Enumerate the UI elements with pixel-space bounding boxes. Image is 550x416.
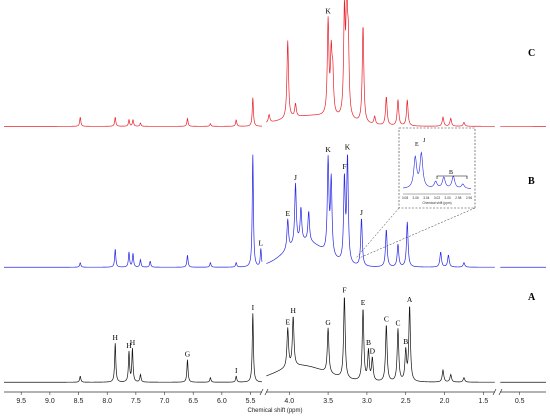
axis-break-mark [498, 388, 503, 396]
peak-label: K [325, 6, 331, 15]
peak-label: D [370, 347, 376, 356]
x-tick-label: 9.5 [16, 398, 26, 405]
x-tick-label: 1.5 [478, 398, 488, 405]
peak-labels: KFLEJKFKJHHHGIIEHGFEBDCCBA [113, 6, 413, 375]
inset-label-j: J [423, 138, 426, 144]
x-tick-label: 0.5 [515, 398, 525, 405]
x-tick-label: 7.0 [160, 398, 170, 405]
peak-label: J [360, 208, 363, 217]
peak-label: L [259, 238, 264, 247]
x-tick-label: 7.5 [131, 398, 141, 405]
peak-label: B [403, 337, 408, 346]
x-tick-label: 6.0 [217, 398, 227, 405]
peak-label: F [342, 286, 346, 295]
peak-label: J [294, 173, 297, 182]
axis-break-mark [264, 388, 269, 396]
peak-label: F [342, 162, 346, 171]
x-tick-label: 6.5 [188, 398, 198, 405]
peak-label: B [366, 338, 371, 347]
x-axis: 9.5 9.0 8.5 8.0 7.5 7.0 6.5 6.0 5.5 4.0 3.5 3.0 2.5 2… [4, 388, 546, 414]
inset-tick-label: 3.06 [413, 196, 419, 200]
x-tick-label: 8.0 [102, 398, 112, 405]
inset-tick-label: 3.00 [445, 196, 451, 200]
peak-label: E [361, 298, 366, 307]
spectrum-a [4, 297, 546, 383]
spectrum-b-trace [4, 154, 546, 268]
x-tick-label: 8.5 [74, 398, 84, 405]
peak-label: H [126, 341, 132, 350]
inset-label-e: E [415, 142, 419, 148]
peak-label: A [407, 295, 413, 304]
spectrum-b [4, 154, 546, 268]
inset-label-b: B [449, 170, 453, 176]
peak-label: I [235, 366, 238, 375]
peak-label: H [113, 333, 119, 342]
inset-tick-label: 3.08 [402, 196, 408, 200]
axis-break-mark [259, 388, 264, 396]
inset-connector [359, 207, 476, 259]
peak-label: C [395, 318, 400, 327]
x-tick-label: 5.5 [246, 398, 256, 405]
inset-tick-label: 3.04 [423, 196, 429, 200]
x-tick-label: 3.0 [362, 398, 372, 405]
peak-label: C [384, 314, 389, 323]
panel-label-b: B [528, 176, 535, 187]
spectrum-c-trace [4, 0, 546, 127]
peak-label: H [290, 306, 296, 315]
peak-label: E [285, 317, 290, 326]
peak-label: G [325, 318, 331, 327]
panel-label-c: C [528, 48, 535, 59]
inset-zoom: 3.08 3.06 3.04 3.02 3.00 2.98 2.96 Chemical shi… [355, 127, 476, 259]
peak-label: I [252, 303, 255, 312]
x-tick-label: 2.0 [440, 398, 450, 405]
inset-trace [402, 151, 472, 189]
peak-label: E [285, 209, 290, 218]
spectrum-a-trace [4, 297, 546, 383]
inset-box [398, 127, 476, 209]
x-tick-label: 2.5 [401, 398, 411, 405]
inset-axis-title: Chemical shift (ppm) [422, 201, 451, 205]
peak-label: G [185, 350, 191, 359]
x-axis-title: Chemical shift (ppm) [247, 408, 302, 414]
x-tick-label: 3.5 [323, 398, 333, 405]
inset-tick-label: 2.98 [455, 196, 461, 200]
axis-break-mark [492, 388, 497, 396]
x-tick-label: 4.0 [284, 398, 294, 405]
panel-label-a: A [528, 292, 536, 303]
spectrum-c [4, 0, 546, 127]
peak-label: K [345, 143, 351, 152]
peak-label: K [325, 145, 331, 154]
inset-tick-label: 2.96 [466, 196, 472, 200]
inset-bracket [436, 175, 468, 179]
panel-labels: C B A [528, 48, 536, 303]
inset-tick-label: 3.02 [434, 196, 440, 200]
peak-label: H [130, 338, 136, 347]
x-tick-label: 9.0 [45, 398, 55, 405]
inset-connector [355, 207, 400, 259]
